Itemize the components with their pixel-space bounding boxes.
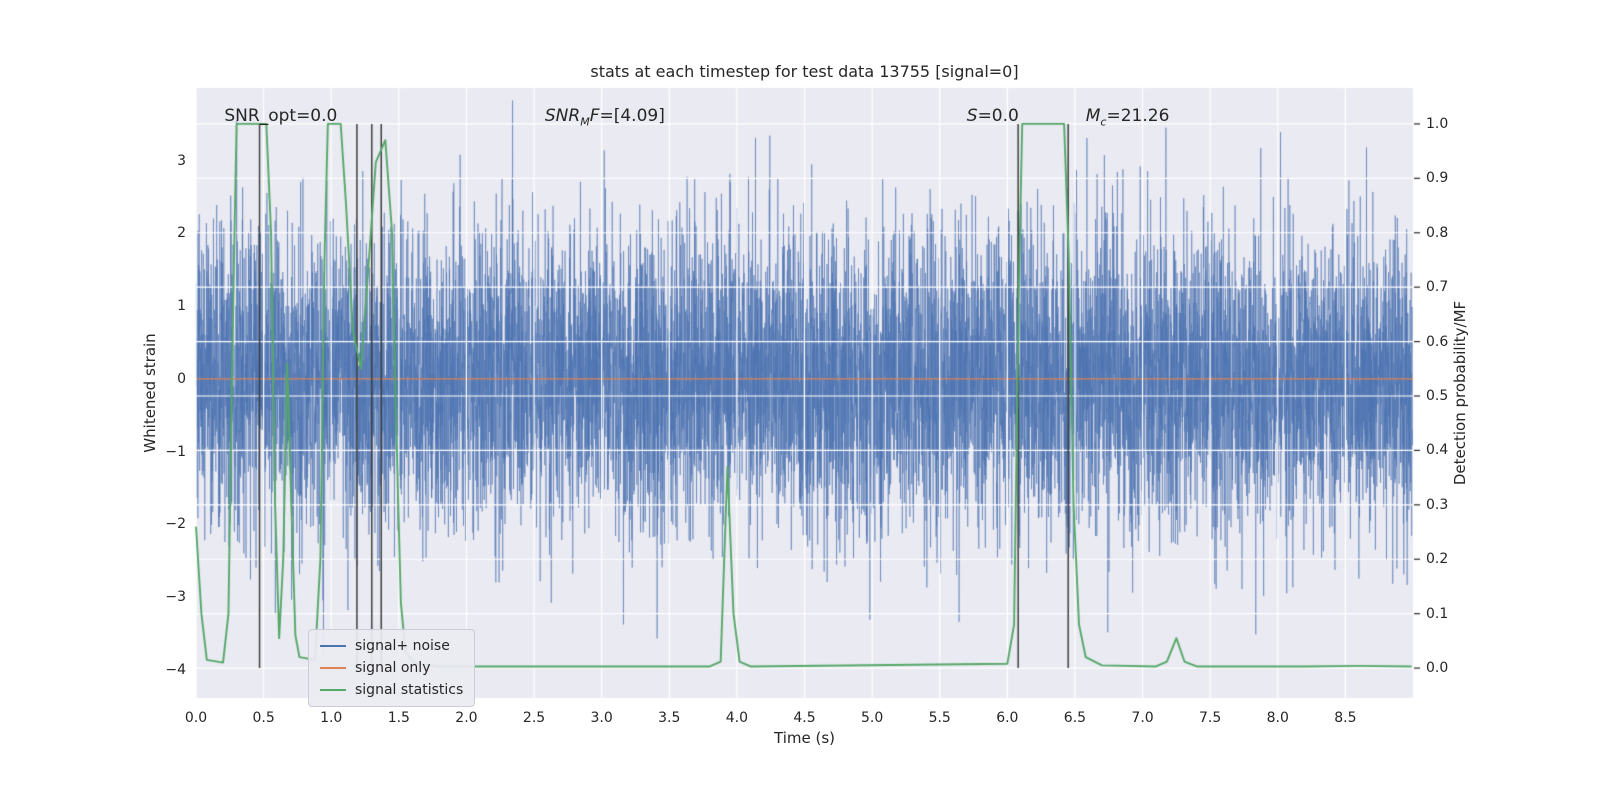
legend-item: signal+ noise [320, 637, 463, 655]
legend-item-label: signal statistics [355, 682, 464, 698]
x-tick-label: 3.5 [658, 710, 681, 726]
annotation-segment: =[4.09] [599, 105, 665, 126]
annotation-segment: c [1100, 115, 1107, 129]
y-tick-label-right: 0.1 [1426, 605, 1449, 622]
y-tick-label-left: −1 [165, 443, 186, 460]
annotation-segment: =21.26 [1106, 105, 1170, 126]
legend: signal+ noise signal only signal statistic… [308, 629, 476, 707]
legend-item: signal only [320, 659, 463, 677]
y-tick-label-right: 0.4 [1426, 442, 1449, 459]
y-axis-label-right: Detection probability/MF [1451, 300, 1469, 486]
y-tick-label-left: 3 [177, 152, 186, 169]
x-tick-label: 6.5 [1063, 710, 1087, 726]
annotation-segment: S [966, 105, 978, 126]
y-tick-label-right: 0.3 [1426, 496, 1449, 513]
legend-line-swatch [320, 689, 346, 691]
annotation-s: S=0.0 [967, 103, 1019, 129]
chart-title: stats at each timestep for test data 137… [590, 62, 1019, 81]
y-tick-label-left: 2 [177, 225, 186, 242]
annotation-snr-mf: SNRMF=[4.09] [545, 103, 665, 135]
annotation-segment: SNR [544, 105, 581, 126]
y-tick-label-right: 0.6 [1426, 333, 1449, 350]
y-tick-label-right: 1.0 [1426, 115, 1449, 132]
y-tick-label-right: 0.5 [1426, 387, 1449, 404]
annotation-snr-opt: SNR_opt=0.0 [224, 103, 337, 129]
x-tick-label: 3.0 [590, 710, 613, 726]
x-tick-label: 4.5 [793, 710, 816, 726]
y-tick-label-left: 0 [177, 370, 186, 387]
legend-item-label: signal only [355, 660, 431, 676]
x-tick-label: 7.0 [1131, 710, 1154, 726]
annotation-mc: Mc=21.26 [1086, 103, 1170, 135]
y-tick-label-left: 1 [177, 298, 186, 315]
x-tick-label: 0.5 [252, 710, 275, 726]
x-tick-label: 7.5 [1199, 710, 1222, 726]
x-tick-label: 1.5 [387, 710, 410, 726]
annotation-segment: M [580, 115, 590, 129]
y-tick-label-left: −2 [165, 516, 186, 533]
annotation-segment: =0.0 [977, 105, 1019, 126]
x-tick-label: 4.0 [725, 710, 748, 726]
y-tick-label-right: 0.9 [1426, 170, 1449, 187]
annotation-segment: F [589, 105, 600, 126]
annotation-segment: SNR_opt=0.0 [224, 105, 338, 126]
x-tick-label: 8.0 [1266, 710, 1289, 726]
y-axis-label-left: Whitened strain [141, 333, 159, 453]
x-tick-label: 1.0 [320, 710, 343, 726]
y-tick-label-right: 0.2 [1426, 551, 1449, 568]
annotation-segment: M [1085, 105, 1101, 126]
x-tick-label: 2.0 [455, 710, 478, 726]
legend-item: signal statistics [320, 681, 463, 699]
y-tick-label-left: −4 [165, 661, 186, 678]
x-tick-label: 2.5 [522, 710, 546, 726]
y-tick-label-right: 0.7 [1426, 279, 1449, 296]
y-tick-label-right: 0.0 [1426, 660, 1449, 677]
legend-line-swatch [320, 645, 346, 647]
legend-line-swatch [320, 667, 346, 669]
x-tick-label: 5.0 [860, 710, 884, 726]
y-tick-label-left: −3 [165, 588, 186, 605]
x-axis-label: Time (s) [774, 729, 835, 747]
x-tick-label: 5.5 [928, 710, 951, 726]
x-tick-label: 8.5 [1334, 710, 1357, 726]
legend-item-label: signal+ noise [355, 638, 450, 654]
x-tick-label: 6.0 [996, 710, 1019, 726]
y-tick-label-right: 0.8 [1426, 224, 1449, 241]
x-tick-label: 0.0 [184, 710, 208, 726]
